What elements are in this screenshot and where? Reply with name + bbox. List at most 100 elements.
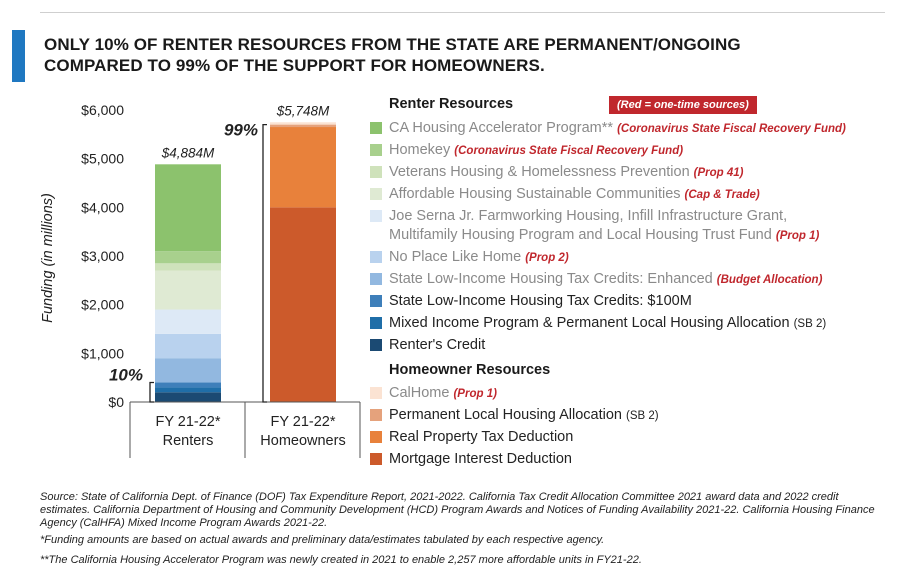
y-tick-label: $0 (108, 394, 124, 410)
legend-funding-source: (Prop 1) (453, 388, 497, 400)
bar-total-label: $4,884M (161, 145, 215, 160)
y-tick-label: $3,000 (81, 248, 124, 264)
bar-segment (155, 164, 221, 252)
legend-swatch (370, 295, 382, 307)
legend-swatch (370, 122, 382, 134)
legend-swatch (370, 251, 382, 263)
legend-text: Permanent Local Housing Allocation (SB 2… (389, 406, 659, 426)
legend-item: No Place Like Home (Prop 2) (370, 248, 569, 268)
bar-segment (155, 358, 221, 383)
legend-funding-source: (Prop 2) (525, 252, 569, 264)
bar-segment (155, 333, 221, 359)
legend-label: Veterans Housing & Homelessness Preventi… (389, 164, 690, 180)
legend-label: Homekey (389, 142, 451, 158)
legend-label: Renter's Credit (389, 337, 486, 353)
legend-text: Renter's Credit (389, 336, 485, 355)
legend-funding-source: (Cap & Trade) (684, 189, 760, 201)
title-accent-bar (12, 30, 25, 82)
legend-item: Joe Serna Jr. Farmworking Housing, Infil… (370, 207, 819, 246)
title-line-2: COMPARED TO 99% OF THE SUPPORT FOR HOMEO… (44, 56, 545, 75)
legend-label: CA Housing Accelerator Program** (389, 120, 614, 136)
bar-total-label: $5,748M (276, 103, 330, 118)
y-tick-label: $2,000 (81, 297, 124, 313)
legend-text: Real Property Tax Deduction (389, 428, 573, 447)
legend-label: No Place Like Home (389, 249, 522, 265)
legend-text: Joe Serna Jr. Farmworking Housing, Infil… (389, 207, 819, 246)
legend-text: CA Housing Accelerator Program** (Corona… (389, 119, 846, 139)
bar-segment (155, 251, 221, 264)
source-footnote: Source: State of California Dept. of Fin… (40, 491, 875, 529)
legend-item: Homekey (Coronavirus State Fiscal Recove… (370, 141, 683, 161)
top-divider (40, 12, 885, 13)
footnote-funding-amounts: *Funding amounts are based on actual awa… (40, 534, 605, 546)
legend-swatch (370, 387, 382, 399)
legend-label: State Low-Income Housing Tax Credits: En… (389, 271, 713, 287)
bar-segment (155, 387, 221, 393)
legend-funding-source: (Coronavirus State Fiscal Recovery Fund) (617, 123, 846, 135)
legend-label: Permanent Local Housing Allocation (389, 407, 622, 423)
legend-label: Mixed Income Program & Permanent Local H… (389, 315, 790, 331)
bar-segment (270, 207, 336, 402)
bar-segment (270, 127, 336, 208)
legend-item: Mortgage Interest Deduction (370, 450, 572, 469)
legend-text: Veterans Housing & Homelessness Preventi… (389, 163, 744, 183)
legend-item: Renter's Credit (370, 336, 485, 355)
homeowner-bracket (262, 123, 267, 403)
legend-swatch (370, 339, 382, 351)
legend-text: No Place Like Home (Prop 2) (389, 248, 569, 268)
legend-funding-source: (Budget Allocation) (716, 274, 823, 286)
x-category-label: FY 21-22* (270, 414, 335, 430)
bar-segment (155, 309, 221, 334)
legend-label: State Low-Income Housing Tax Credits: $1… (389, 293, 692, 309)
bar-segment (155, 382, 221, 388)
legend-funding-source: (Coronavirus State Fiscal Recovery Fund) (454, 145, 684, 157)
x-category-label: Renters (163, 433, 214, 449)
legend-swatch (370, 453, 382, 465)
y-tick-label: $1,000 (81, 345, 124, 361)
legend-label: Joe Serna Jr. Farmworking Housing, Infil… (389, 208, 788, 224)
one-time-sources-note: (Red = one-time sources) (609, 96, 757, 114)
y-tick-label: $4,000 (81, 199, 124, 215)
legend-label-continued: Multifamily Housing Program and Local Ho… (389, 227, 772, 243)
y-tick-label: $6,000 (81, 102, 124, 118)
legend-item: State Low-Income Housing Tax Credits: En… (370, 270, 822, 290)
title-line-1: ONLY 10% OF RENTER RESOURCES FROM THE ST… (44, 35, 741, 54)
legend-heading-homeowner: Homeowner Resources (389, 362, 551, 378)
legend-swatch (370, 188, 382, 200)
legend-heading-renter: Renter Resources (389, 96, 514, 112)
legend-swatch (370, 317, 382, 329)
legend-swatch (370, 166, 382, 178)
legend-swatch (370, 431, 382, 443)
renter-bracket-label: 10% (109, 366, 143, 385)
footnote-accelerator: **The California Housing Accelerator Pro… (40, 554, 642, 566)
legend-item: Mixed Income Program & Permanent Local H… (370, 314, 826, 334)
legend-text: State Low-Income Housing Tax Credits: $1… (389, 292, 692, 311)
legend-label: Affordable Housing Sustainable Communiti… (389, 186, 681, 202)
legend-funding-suffix: (SB 2) (625, 410, 659, 422)
legend-text: CalHome (Prop 1) (389, 384, 497, 404)
x-category-label: FY 21-22* (155, 414, 220, 430)
legend-text: Mortgage Interest Deduction (389, 450, 572, 469)
legend-text: Homekey (Coronavirus State Fiscal Recove… (389, 141, 683, 161)
legend-swatch (370, 409, 382, 421)
legend-swatch (370, 210, 382, 222)
stacked-bar-chart: $0 $1,000 $2,000 $3,000 $4,000 $5,000 $6,000 Fu… (40, 102, 361, 458)
renter-bracket (149, 381, 154, 403)
legend-funding-suffix: (SB 2) (793, 318, 827, 330)
legend-funding-source: (Prop 1) (775, 230, 820, 242)
legend-item: CA Housing Accelerator Program** (Corona… (370, 119, 846, 139)
legend-label: CalHome (389, 385, 450, 401)
y-tick-label: $5,000 (81, 151, 124, 167)
legend-funding-source: (Prop 41) (693, 167, 744, 179)
bar-segment (155, 392, 221, 402)
legend-item: CalHome (Prop 1) (370, 384, 497, 404)
legend-item: Veterans Housing & Homelessness Preventi… (370, 163, 744, 183)
legend-text: State Low-Income Housing Tax Credits: En… (389, 270, 822, 290)
legend-text: Affordable Housing Sustainable Communiti… (389, 185, 760, 205)
bar-segment (155, 263, 221, 271)
legend-item: Affordable Housing Sustainable Communiti… (370, 185, 760, 205)
legend-text: Mixed Income Program & Permanent Local H… (389, 314, 826, 334)
bar-segment (270, 122, 336, 125)
legend-label: Mortgage Interest Deduction (389, 451, 572, 467)
y-axis-label: Funding (in millions) (40, 193, 56, 323)
